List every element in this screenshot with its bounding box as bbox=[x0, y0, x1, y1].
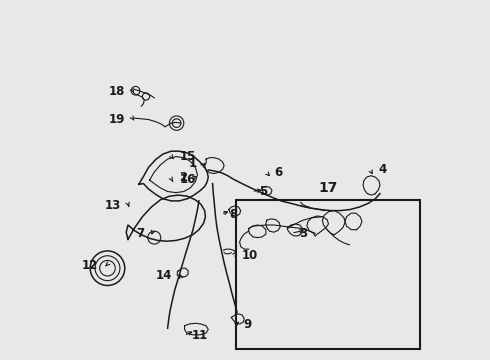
Text: 1: 1 bbox=[188, 157, 196, 170]
Text: 5: 5 bbox=[259, 185, 268, 198]
Text: 8: 8 bbox=[229, 208, 237, 221]
Text: 12: 12 bbox=[82, 259, 98, 272]
Text: 18: 18 bbox=[109, 85, 125, 98]
Text: 10: 10 bbox=[242, 249, 258, 262]
Text: 11: 11 bbox=[192, 329, 208, 342]
Text: 2: 2 bbox=[179, 171, 187, 184]
Text: 9: 9 bbox=[243, 318, 251, 331]
Text: 19: 19 bbox=[109, 113, 125, 126]
Text: 14: 14 bbox=[156, 269, 172, 282]
Bar bbox=[236, 200, 419, 349]
Text: 13: 13 bbox=[104, 199, 121, 212]
Text: 7: 7 bbox=[136, 227, 144, 240]
Text: 17: 17 bbox=[318, 181, 338, 195]
Text: 4: 4 bbox=[378, 163, 387, 176]
Text: 15: 15 bbox=[179, 150, 196, 163]
Text: 16: 16 bbox=[179, 173, 196, 186]
Text: 3: 3 bbox=[299, 227, 307, 240]
Text: 6: 6 bbox=[274, 166, 283, 179]
